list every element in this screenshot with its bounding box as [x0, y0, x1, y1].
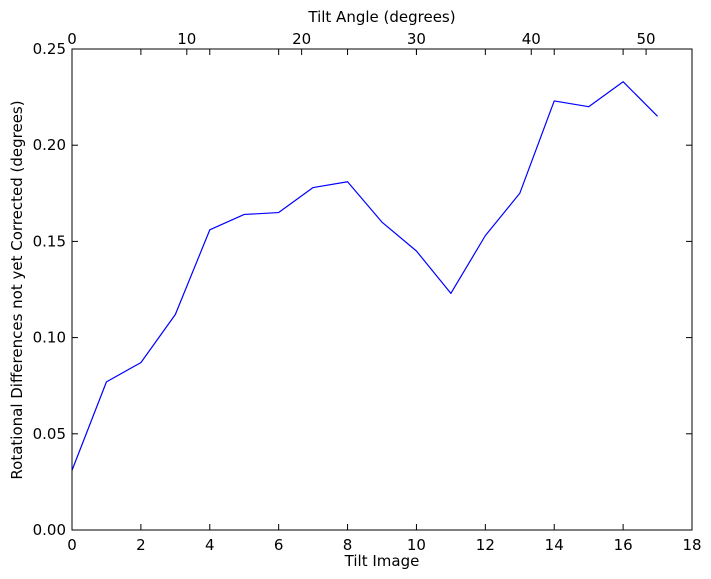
x-tick-label: 4 — [205, 536, 215, 554]
x-tick-label: 0 — [67, 536, 77, 554]
x-tick-label: 12 — [476, 536, 495, 554]
series-line — [71, 81, 658, 471]
x-tick-label: 2 — [136, 536, 146, 554]
x-tick-label: 18 — [682, 536, 701, 554]
tick-labels: 0 2 4 6 8 10 12 14 16 18 0 10 20 30 40 50 0.00 0.05 0.10 0.… — [33, 30, 702, 554]
top-axis-title: Tilt Angle (degrees) — [307, 8, 455, 26]
y-tick-label: 0.25 — [33, 40, 66, 58]
y-axis-title: Rotational Differences not yet Corrected… — [8, 100, 26, 479]
plot-area — [71, 81, 658, 471]
top-tick-label: 40 — [522, 30, 541, 48]
y-tick-label: 0.10 — [33, 329, 66, 347]
top-tick-label: 0 — [67, 30, 77, 48]
top-tick-label: 30 — [407, 30, 426, 48]
y-tick-label: 0.05 — [33, 425, 66, 443]
plot-frame — [71, 48, 693, 531]
x-axis-title: Tilt Image — [344, 552, 420, 570]
x-tick-label: 16 — [614, 536, 633, 554]
x-tick-label: 10 — [407, 536, 426, 554]
x-tick-label: 6 — [274, 536, 284, 554]
y-tick-label: 0.00 — [33, 521, 66, 539]
x-tick-label: 14 — [545, 536, 564, 554]
top-tick-label: 10 — [177, 30, 196, 48]
top-tick-label: 50 — [637, 30, 656, 48]
top-tick-label: 20 — [292, 30, 311, 48]
x-tick-label: 8 — [343, 536, 353, 554]
y-tick-label: 0.20 — [33, 136, 66, 154]
y-tick-label: 0.15 — [33, 232, 66, 250]
